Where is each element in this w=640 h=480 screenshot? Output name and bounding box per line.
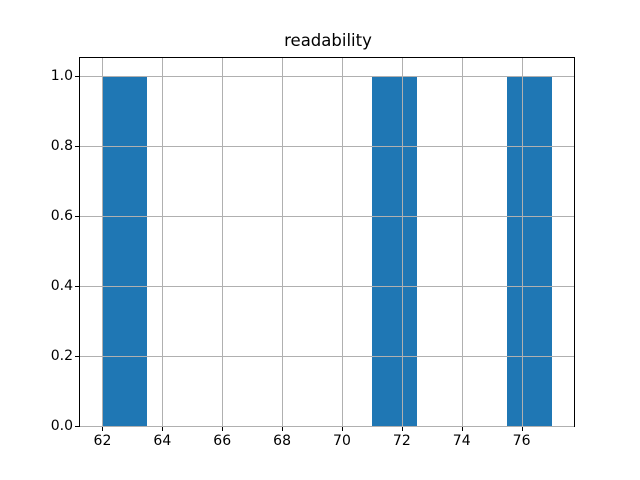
histogram-bar bbox=[371, 75, 417, 426]
y-gridline bbox=[80, 426, 574, 427]
x-axis-tick-label: 62 bbox=[93, 433, 112, 449]
x-axis-tick bbox=[521, 427, 523, 431]
histogram-bar bbox=[102, 75, 148, 426]
x-axis-tick-label: 64 bbox=[153, 433, 172, 449]
histogram-bar bbox=[506, 75, 552, 426]
y-axis-tick-label: 1.0 bbox=[50, 67, 73, 84]
y-axis-tick-label: 0.0 bbox=[50, 418, 73, 434]
y-axis-tick bbox=[75, 285, 79, 287]
y-axis-tick bbox=[75, 75, 79, 77]
x-axis-tick bbox=[282, 427, 284, 431]
y-axis-tick bbox=[75, 426, 79, 427]
y-gridline bbox=[80, 355, 574, 357]
x-axis-tick-label: 76 bbox=[512, 433, 531, 449]
x-axis-tick bbox=[102, 427, 104, 431]
y-axis-tick-label: 0.2 bbox=[50, 347, 73, 364]
x-gridline bbox=[461, 58, 463, 426]
y-gridline bbox=[80, 145, 574, 147]
x-axis-tick-label: 68 bbox=[273, 433, 291, 449]
x-gridline bbox=[401, 58, 403, 426]
x-axis-tick bbox=[222, 427, 224, 431]
x-gridline bbox=[222, 58, 224, 426]
y-gridline bbox=[80, 75, 574, 77]
y-gridline bbox=[80, 285, 574, 287]
y-axis-tick-label: 0.4 bbox=[50, 277, 73, 294]
x-axis-tick bbox=[461, 427, 463, 431]
y-axis-tick bbox=[75, 145, 79, 147]
x-gridline bbox=[521, 58, 523, 426]
plot-area bbox=[79, 57, 575, 427]
x-axis-tick-label: 72 bbox=[392, 433, 411, 449]
x-axis-tick-label: 66 bbox=[213, 433, 232, 449]
x-gridline bbox=[341, 58, 343, 426]
x-axis-tick bbox=[162, 427, 164, 431]
x-axis-tick bbox=[341, 427, 343, 431]
x-gridline bbox=[102, 58, 104, 426]
x-axis-tick-label: 74 bbox=[452, 433, 471, 449]
chart-title: readability bbox=[284, 31, 372, 50]
y-axis-tick-label: 0.8 bbox=[50, 137, 73, 154]
y-axis-tick bbox=[75, 355, 79, 357]
y-gridline bbox=[80, 215, 574, 217]
x-axis-tick bbox=[401, 427, 403, 431]
x-gridline bbox=[162, 58, 164, 426]
x-axis-tick-label: 70 bbox=[333, 433, 351, 449]
y-axis-tick-label: 0.6 bbox=[50, 207, 73, 224]
y-axis-tick bbox=[75, 215, 79, 217]
x-gridline bbox=[282, 58, 284, 426]
